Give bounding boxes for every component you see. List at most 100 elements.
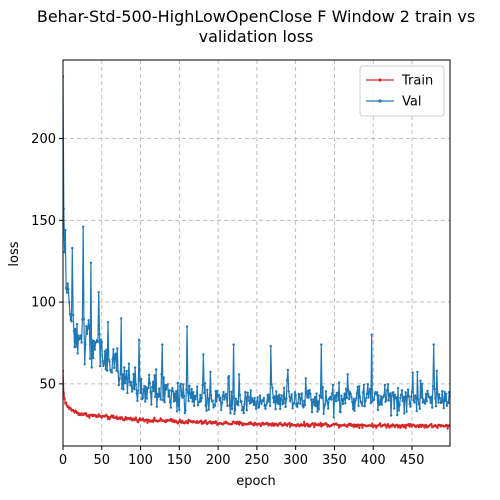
data-point xyxy=(174,399,177,402)
data-point xyxy=(79,334,83,337)
data-point xyxy=(182,383,185,386)
data-point xyxy=(409,405,412,408)
data-point xyxy=(126,391,129,395)
data-point xyxy=(446,427,449,430)
data-point xyxy=(98,333,101,336)
data-point xyxy=(160,373,163,376)
data-point xyxy=(320,343,323,346)
x-tick-label: 100 xyxy=(128,453,153,468)
data-point xyxy=(120,317,123,320)
data-point xyxy=(358,396,362,399)
data-point xyxy=(102,364,105,368)
data-point xyxy=(240,421,243,425)
data-point xyxy=(109,368,112,372)
data-point xyxy=(82,317,86,321)
data-point xyxy=(417,425,421,429)
data-point xyxy=(216,389,219,393)
data-point xyxy=(332,416,335,419)
data-point xyxy=(162,376,165,379)
data-point xyxy=(184,409,187,412)
data-point xyxy=(437,401,440,404)
data-point xyxy=(362,383,366,386)
data-point xyxy=(327,407,330,410)
data-point xyxy=(385,426,388,429)
data-point xyxy=(393,393,397,396)
data-point xyxy=(252,424,255,427)
data-point xyxy=(64,228,67,232)
data-point xyxy=(296,402,300,405)
data-point xyxy=(269,345,272,348)
data-point xyxy=(372,398,376,401)
data-point xyxy=(436,426,439,429)
data-point xyxy=(237,404,240,407)
data-point xyxy=(97,291,100,294)
data-point xyxy=(256,396,259,399)
data-point xyxy=(207,408,210,411)
data-point xyxy=(82,225,85,228)
data-point xyxy=(363,405,366,408)
data-point xyxy=(177,404,180,407)
data-point xyxy=(273,395,276,398)
x-tick-label: 150 xyxy=(167,453,192,468)
data-point xyxy=(121,373,124,376)
data-point xyxy=(393,407,396,410)
data-point xyxy=(410,395,413,398)
data-point xyxy=(330,398,333,401)
data-point xyxy=(395,396,398,399)
data-point xyxy=(151,420,155,423)
data-point xyxy=(137,389,140,392)
data-point xyxy=(429,401,432,404)
data-point xyxy=(154,368,158,371)
data-point xyxy=(101,360,104,363)
data-point xyxy=(265,403,268,407)
data-point xyxy=(108,360,111,363)
data-point xyxy=(71,246,74,250)
data-point xyxy=(289,400,292,403)
data-point xyxy=(275,390,278,393)
data-point xyxy=(384,400,387,403)
data-point xyxy=(295,403,298,406)
legend: Train Val xyxy=(359,65,445,117)
data-point xyxy=(152,389,155,393)
data-point xyxy=(360,402,363,405)
data-point xyxy=(303,420,306,424)
data-point xyxy=(185,325,189,328)
data-point xyxy=(333,396,336,399)
data-point xyxy=(286,368,290,372)
data-point xyxy=(111,358,114,361)
data-point xyxy=(427,393,430,396)
plot-area xyxy=(63,75,450,431)
data-point xyxy=(340,394,343,397)
data-point xyxy=(386,389,389,392)
data-point xyxy=(117,383,121,387)
data-point xyxy=(178,418,182,422)
data-point xyxy=(99,364,102,368)
data-point xyxy=(166,383,169,386)
data-point xyxy=(144,400,147,403)
data-point xyxy=(434,397,437,400)
data-point xyxy=(300,392,304,395)
data-point xyxy=(63,251,66,254)
data-point xyxy=(288,395,291,398)
data-point xyxy=(132,373,135,376)
data-point xyxy=(237,373,241,376)
data-point xyxy=(148,382,152,385)
y-tick-label: 200 xyxy=(31,132,56,147)
data-point xyxy=(93,348,97,351)
data-point xyxy=(389,414,393,417)
y-axis: 50 100 150 200 xyxy=(31,132,63,392)
data-point xyxy=(85,412,88,415)
data-point xyxy=(406,388,410,391)
data-point xyxy=(163,401,166,404)
data-point xyxy=(142,388,145,391)
data-point xyxy=(112,414,115,418)
data-point xyxy=(161,343,164,346)
x-axis-label: epoch xyxy=(236,474,276,489)
data-point xyxy=(443,390,446,394)
data-point xyxy=(231,396,234,399)
data-point xyxy=(145,397,148,400)
data-point xyxy=(313,395,317,399)
legend-box xyxy=(359,65,445,117)
data-point xyxy=(437,393,441,396)
data-point xyxy=(137,338,141,341)
